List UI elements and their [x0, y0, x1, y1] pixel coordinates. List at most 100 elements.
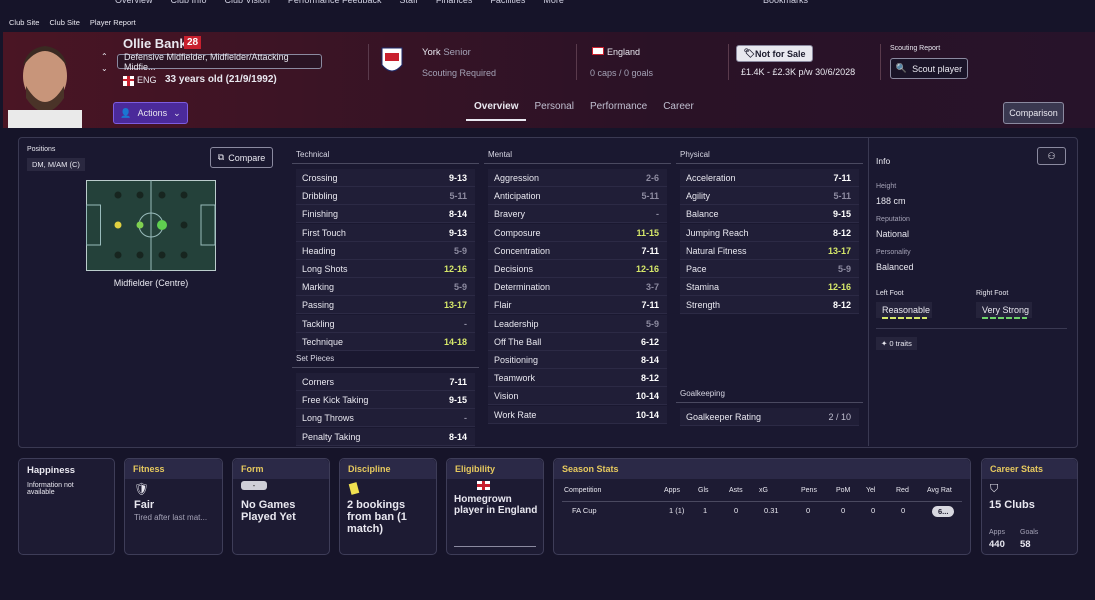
info-value: 188 cm	[876, 196, 906, 206]
attribute-row: Flair 7-11	[488, 296, 667, 315]
tab[interactable]: Overview	[466, 100, 527, 121]
attribute-row: Penalty Taking 8-14	[296, 427, 475, 446]
attribute-value: 13-17	[443, 300, 467, 311]
attribute-name: Composure	[494, 227, 541, 238]
nav-item[interactable]: Overview	[115, 0, 153, 5]
comparison-button[interactable]: Comparison	[1003, 102, 1064, 124]
discipline-card: Discipline 2 bookings from ban (1 match)	[339, 458, 437, 555]
tab[interactable]: Career	[663, 101, 694, 112]
club-crest	[381, 47, 403, 72]
foot-label: Left Foot	[876, 290, 904, 297]
compare-button[interactable]: ⧉ Compare	[210, 147, 273, 168]
attribute-value: 2 / 10	[828, 412, 851, 422]
table-cell: 0	[871, 506, 876, 515]
form-card: Form - No Games Played Yet	[232, 458, 330, 555]
attribute-value: 5-9	[453, 282, 467, 293]
attribute-row: Technique 14-18	[296, 332, 475, 351]
section-title: Mental	[488, 150, 513, 159]
divider	[676, 163, 863, 164]
nav-item[interactable]: More	[543, 0, 564, 5]
attribute-value: 8-12	[832, 300, 851, 311]
attribute-row: Work Rate 10-14	[488, 405, 667, 424]
attribute-name: Leadership	[494, 318, 539, 329]
info-value: National	[876, 229, 910, 239]
nav-item[interactable]: Club Info	[170, 0, 207, 5]
card-title: Eligibility	[447, 459, 543, 479]
card-title: Career Stats	[982, 459, 1077, 479]
actions-button[interactable]: 👤 Actions ⌄	[113, 102, 188, 124]
attribute-row: Heading 5-9	[296, 241, 475, 260]
table-header: Pens	[801, 487, 817, 494]
attribute-value: 5-11	[833, 191, 851, 202]
breadcrumb-item[interactable]: Club Site	[9, 18, 40, 27]
attribute-value: 9-15	[448, 395, 467, 406]
attribute-value: 5-11	[641, 191, 659, 202]
attribute-value: 9-13	[448, 227, 467, 238]
season-stats-card: Season Stats Competition Apps Gls Asts xG Pen…	[553, 458, 971, 555]
attribute-name: Vision	[494, 391, 519, 402]
attribute-row: Goalkeeper Rating 2 / 10	[680, 408, 859, 426]
transfer-status[interactable]: 🏷 Not for Sale	[736, 45, 813, 62]
attribute-row: Long Shots 12-16	[296, 260, 475, 278]
table-header: xG	[759, 487, 768, 494]
attribute-value: 9-15	[832, 209, 851, 220]
stat-label: Apps	[989, 529, 1005, 536]
info-button[interactable]: ⚇	[1037, 147, 1066, 165]
table-cell: 0	[734, 506, 739, 515]
attribute-value: 13-17	[827, 245, 851, 256]
foot-meter	[882, 317, 927, 319]
table-cell: 0.31	[764, 506, 779, 515]
career-stats-card: Career Stats ⛉ 15 Clubs Apps 440 Goals 5…	[981, 458, 1078, 555]
section-title: Goalkeeping	[680, 389, 725, 398]
attribute-row: Concentration 7-11	[488, 241, 667, 260]
nav-item[interactable]: Staff	[399, 0, 418, 5]
attribute-value: 12-16	[635, 264, 659, 274]
table-cell: 1 (1)	[669, 506, 685, 515]
bookmarks[interactable]: Bookmarks	[763, 0, 809, 5]
tab[interactable]: Performance	[589, 101, 648, 112]
positions-dropdown[interactable]: Defensive Midfielder, Midfielder/Attacki…	[117, 51, 322, 72]
attribute-name: Strength	[686, 300, 721, 311]
attribute-value: 8-12	[640, 373, 659, 384]
attribute-row: Aggression 2-6	[488, 169, 667, 187]
nav-item[interactable]: Club Vision	[224, 0, 270, 5]
table-cell: FA Cup	[572, 506, 597, 515]
attribute-row: Composure 11-15	[488, 223, 667, 242]
attribute-name: Jumping Reach	[686, 227, 749, 238]
breadcrumb-item[interactable]: Club Site	[49, 18, 80, 27]
attribute-value: 14-18	[443, 336, 467, 347]
nav-item[interactable]: Finances	[435, 0, 473, 5]
attribute-name: Acceleration	[686, 173, 736, 183]
attribute-row: Anticipation 5-11	[488, 187, 667, 206]
tab[interactable]: Personal	[534, 101, 574, 112]
attribute-name: Free Kick Taking	[302, 395, 369, 406]
attribute-row: Pace 5-9	[680, 260, 859, 278]
attribute-row: Bravery -	[488, 205, 667, 224]
positions-text: Defensive Midfielder, Midfielder/Attacki…	[124, 51, 289, 72]
attribute-row: Finishing 8-14	[296, 205, 475, 224]
card-title: Season Stats	[554, 459, 970, 479]
table-header: Competition	[564, 487, 602, 494]
traits[interactable]: ✦ 0 traits	[876, 337, 917, 350]
attribute-row: Balance 9-15	[680, 205, 859, 224]
attribute-value: 7-11	[641, 300, 659, 311]
nav-item[interactable]: Facilities	[490, 0, 526, 5]
positions-value: DM, M/AM (C)	[27, 158, 85, 171]
attribute-name: Work Rate	[494, 409, 537, 420]
attribute-row: Off The Ball 6-12	[488, 332, 667, 351]
attribute-name: Positioning	[494, 355, 539, 365]
table-cell: 1	[703, 506, 708, 515]
form-badge: -	[241, 481, 267, 490]
nav-item[interactable]: Performance Feedback	[287, 0, 382, 5]
actions-label: Actions	[137, 108, 168, 118]
attribute-value: 10-14	[635, 409, 659, 420]
scouting-label: Scouting Report	[890, 45, 941, 52]
divider	[728, 44, 729, 80]
attribute-name: Flair	[494, 300, 512, 311]
info-label: Personality	[876, 249, 911, 256]
squad-number: 28	[184, 36, 202, 49]
attribute-name: Technique	[302, 336, 344, 347]
nav-arrows[interactable]: ⌃ ⌄	[101, 52, 108, 73]
breadcrumb: Club Site Club Site Player Report	[9, 18, 136, 27]
scout-button[interactable]: 🔍 Scout player	[890, 58, 968, 79]
